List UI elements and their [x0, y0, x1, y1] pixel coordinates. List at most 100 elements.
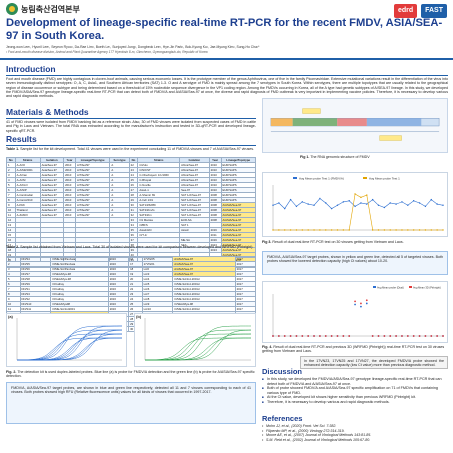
data-point [277, 335, 280, 337]
fig3-caption: Fig 3. Result of dual real-time RT-PCR t… [262, 240, 404, 244]
discussion-list: In this study, we developed the FMDV/A/A… [262, 377, 448, 405]
data-point [365, 302, 368, 305]
data-point [348, 335, 351, 337]
data-point [406, 335, 409, 337]
data-point [307, 229, 309, 231]
data-point [418, 229, 421, 231]
legend-label: Avg Mean probe Test 1 [369, 177, 400, 181]
data-point [342, 229, 345, 231]
reference-item: S.M. Reid et al., (2002) Journal of Viro… [262, 438, 448, 443]
data-point [348, 200, 350, 202]
genome-diagram [270, 108, 440, 141]
data-point [371, 335, 374, 337]
data-point [377, 229, 380, 231]
amplification-curve [17, 325, 122, 361]
legend-swatch [363, 177, 367, 179]
table1-sample-list: No Strains Isolation Year Lineage/Topotype Se… [6, 157, 257, 268]
data-point [295, 205, 298, 208]
partner-logos: edrd FAST [393, 4, 447, 18]
series-line [273, 193, 443, 231]
data-point [325, 202, 327, 204]
data-point [283, 335, 286, 337]
legend-label: Avg Mean probe (Dual) [377, 286, 404, 290]
data-point [430, 198, 432, 201]
intro-body: Foot and mouth disease (FMD) are highly … [6, 77, 448, 99]
data-point [418, 202, 421, 204]
legend-swatch [373, 286, 376, 288]
table-row: 19 40 A/ASIA/Sea-97 [6, 252, 257, 258]
data-point [289, 335, 292, 337]
data-point [366, 203, 368, 205]
amplification-curve [17, 337, 123, 361]
data-point [436, 203, 438, 205]
data-point [289, 198, 292, 201]
data-point [307, 203, 309, 205]
author-list: Jeong-won Lee¹, Hyunil Lee¹, Seyeon Ryoo… [6, 45, 260, 49]
data-point [313, 204, 315, 206]
data-point [395, 203, 397, 205]
data-point [319, 229, 321, 231]
fig1-caption: Fig 1. The RNA genomic structure of FMDV [300, 155, 370, 159]
fig2-panel-b-label: (b) [136, 314, 142, 319]
affiliation: ¹ Foot-and-mouth disease division, Anima… [6, 50, 208, 54]
amplification-curve [145, 329, 252, 361]
data-point [301, 201, 304, 203]
table1-caption: Table 1. Sample list for the kit develop… [6, 147, 255, 151]
poster-title: Development of lineage-specific real-tim… [6, 17, 443, 42]
data-point [330, 335, 333, 337]
fmdv-genome-figure [262, 98, 448, 153]
data-point [342, 201, 345, 203]
data-point [412, 200, 415, 202]
data-point [389, 229, 391, 231]
data-point [412, 335, 415, 337]
series-line [272, 198, 444, 210]
amplification-curve [144, 337, 251, 361]
amplification-curve [16, 337, 122, 361]
org-logo: 농림축산검역본부 [6, 3, 80, 15]
data-point [354, 205, 356, 208]
data-point [383, 335, 386, 337]
partner-logo-edrd: edrd [393, 4, 418, 18]
discussion-item: Therefore, it is necessary to develop va… [262, 400, 448, 405]
data-point [360, 305, 362, 308]
data-point [442, 229, 444, 231]
data-point [430, 229, 432, 231]
amplification-curve [17, 329, 123, 361]
reference-item: Filipenko MP, et al., (2000) Virology 27… [262, 429, 448, 434]
legend-swatch [293, 177, 297, 179]
references-heading: References [262, 414, 303, 423]
data-point [342, 335, 345, 337]
data-point [365, 299, 368, 302]
fig2b-amplification-curves [144, 318, 252, 361]
data-point [424, 205, 427, 208]
table-row: 12 33 O1 Manisa EUR-SA 2008 A/ASIA/Sea-97 [6, 217, 257, 223]
data-point [401, 335, 403, 337]
data-point [383, 229, 386, 231]
data-point [278, 202, 280, 204]
data-point [424, 335, 427, 337]
data-point [360, 302, 362, 305]
discussion-item: Both of probe showed FMDV/A and A/ASIA/S… [262, 386, 448, 395]
intro-heading: Introduction [6, 64, 56, 74]
data-point [313, 229, 315, 231]
discussion-item: At the Ct value, developed kit shows hig… [262, 395, 448, 400]
fig2-summary-box: FMDV/A, A/ASIA/Sea-97 target probes, are… [6, 382, 256, 424]
legend-label: Avg Mean 3D (Pirbright) [413, 286, 441, 290]
reference-list: Mohn JJ, et al., (2020) Front. Vet Sci. … [262, 424, 448, 442]
data-point [395, 229, 397, 231]
data-point [360, 196, 362, 199]
data-point [389, 202, 391, 204]
data-point [295, 335, 298, 337]
data-point [313, 335, 315, 337]
data-point [319, 197, 321, 200]
data-point [278, 229, 280, 231]
data-point [407, 204, 409, 206]
data-point [436, 229, 438, 231]
fig2-panel-a-label: (a) [8, 314, 13, 319]
data-point [389, 335, 392, 337]
table-row: 9 A-PAK Asia/Sea-97 2010 A/Tibet/97 A 30 SAT1/Z… [6, 202, 257, 208]
data-point [348, 229, 350, 231]
poster-header: 농림축산검역본부 edrd FAST Development of lineag… [0, 0, 453, 60]
data-point [289, 229, 292, 231]
results-heading: Results [6, 134, 37, 144]
